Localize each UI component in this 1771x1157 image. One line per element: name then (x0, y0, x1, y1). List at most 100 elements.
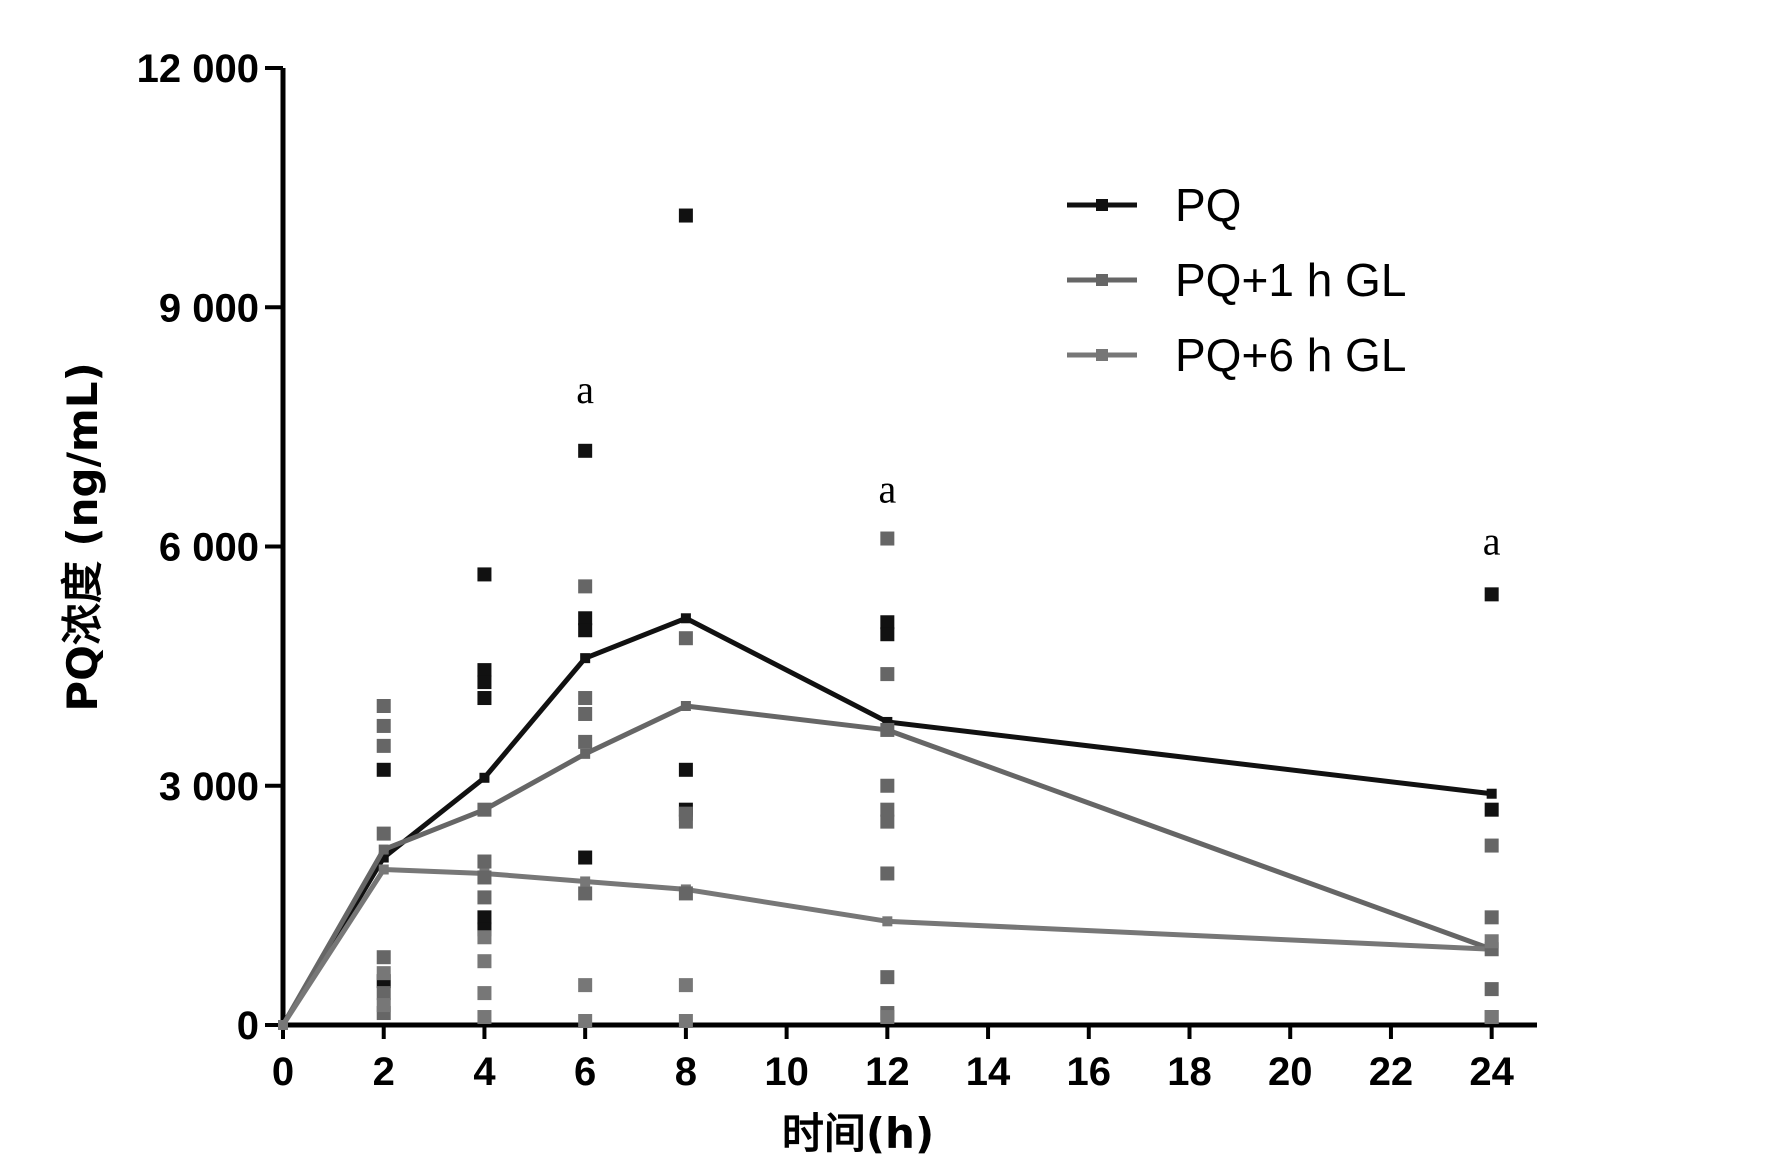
data-point-3 (376, 998, 391, 1013)
data-point-3 (376, 966, 391, 981)
x-axis-title: 时间(h) (782, 1109, 934, 1157)
data-point-3 (477, 1010, 492, 1025)
data-point-2 (578, 691, 593, 706)
data-point-2 (880, 722, 895, 737)
y-tick-label: 0 (237, 1004, 259, 1048)
series-mean-marker (278, 1020, 288, 1030)
series-mean-marker (580, 653, 591, 664)
series-mean-marker (1486, 788, 1497, 799)
data-point-3 (477, 930, 492, 945)
data-point-2 (376, 950, 391, 965)
legend-label-3: PQ+6 h GL (1175, 329, 1406, 381)
series-mean-marker (378, 844, 389, 855)
y-axis-title: PQ浓度 (ng/mL) (58, 362, 107, 711)
y-tick-label: 12 000 (137, 47, 259, 91)
axes (280, 68, 1537, 1028)
data-point-2 (880, 778, 895, 793)
legend-label-2: PQ+1 h GL (1175, 254, 1406, 306)
data-point-2 (376, 986, 391, 1001)
significance-label: a (878, 467, 896, 512)
data-point-2 (578, 706, 593, 721)
data-point-1 (578, 611, 593, 626)
data-point-3 (678, 1014, 693, 1029)
x-tick-label: 4 (473, 1050, 496, 1094)
x-tick-label: 22 (1369, 1050, 1414, 1094)
x-tick-label: 12 (865, 1050, 910, 1094)
data-point-1 (1484, 587, 1499, 602)
data-point-2 (880, 667, 895, 682)
data-point-2 (880, 814, 895, 829)
legend: PQ PQ+1 h GL PQ+6 h GL (1067, 179, 1406, 381)
data-point-1 (880, 627, 895, 642)
data-point-2 (880, 866, 895, 881)
data-point-1 (477, 675, 492, 690)
data-point-2 (880, 970, 895, 985)
data-point-2 (376, 718, 391, 733)
data-point-2 (376, 699, 391, 713)
series-mean-marker (680, 613, 691, 624)
data-point-2 (880, 802, 895, 817)
data-point-1 (376, 762, 391, 777)
significance-annotations: a a a (576, 367, 1501, 564)
x-tick-label: 8 (675, 1050, 697, 1094)
x-tick-label: 18 (1167, 1050, 1212, 1094)
x-tick-label: 14 (966, 1050, 1011, 1094)
data-point-2 (477, 890, 492, 905)
significance-label: a (1483, 518, 1501, 563)
data-point-2 (477, 802, 492, 817)
data-point-2 (880, 531, 895, 546)
x-tick-label: 6 (574, 1050, 596, 1094)
x-axis-ticks: 0 2 4 6 8 10 12 14 16 18 20 22 24 (272, 1025, 1515, 1094)
significance-label: a (576, 367, 594, 412)
data-point-2 (678, 631, 693, 646)
series-mean-marker (680, 701, 691, 711)
x-tick-label: 24 (1469, 1050, 1514, 1094)
data-point-2 (477, 854, 492, 869)
data-point-2 (678, 886, 693, 901)
x-tick-label: 16 (1067, 1050, 1112, 1094)
data-point-2 (678, 814, 693, 829)
data-point-2 (578, 579, 593, 594)
data-point-1 (477, 663, 492, 678)
data-point-3 (477, 954, 492, 969)
series-mean-marker (882, 716, 893, 727)
data-point-1 (1484, 802, 1499, 817)
legend-marker-1 (1096, 199, 1108, 211)
data-point-3 (1484, 934, 1499, 949)
series-mean-marker (479, 772, 490, 783)
data-point-2 (1484, 910, 1499, 925)
series-points (376, 208, 1499, 1029)
series-mean-marker (580, 748, 591, 759)
data-point-1 (477, 910, 492, 925)
data-point-1 (578, 623, 593, 638)
y-tick-label: 6 000 (159, 526, 259, 570)
series-mean-marker (378, 864, 389, 875)
y-axis-ticks: 0 3 000 6 000 9 000 12 000 (137, 47, 283, 1048)
legend-label-1: PQ (1175, 179, 1241, 231)
x-tick-label: 0 (272, 1050, 294, 1094)
y-tick-label: 9 000 (159, 286, 259, 330)
x-tick-label: 10 (764, 1050, 809, 1094)
data-point-2 (376, 738, 391, 753)
data-point-2 (578, 886, 593, 901)
data-point-3 (578, 1014, 593, 1029)
data-point-2 (376, 826, 391, 841)
data-point-1 (678, 762, 693, 777)
series-mean-marker (378, 852, 389, 863)
data-point-1 (880, 615, 895, 630)
data-point-1 (678, 208, 693, 223)
y-tick-label: 3 000 (159, 765, 259, 809)
data-point-2 (1484, 982, 1499, 997)
data-point-3 (578, 978, 593, 993)
data-point-3 (678, 978, 693, 993)
data-point-2 (578, 734, 593, 749)
data-point-3 (1484, 1010, 1499, 1025)
data-point-1 (477, 691, 492, 706)
series-mean-marker (882, 916, 893, 927)
data-point-2 (1484, 838, 1499, 853)
x-tick-label: 20 (1268, 1050, 1313, 1094)
legend-marker-2 (1096, 274, 1108, 286)
series-line-3 (280, 866, 1492, 1027)
series-mean-marker (580, 876, 591, 887)
